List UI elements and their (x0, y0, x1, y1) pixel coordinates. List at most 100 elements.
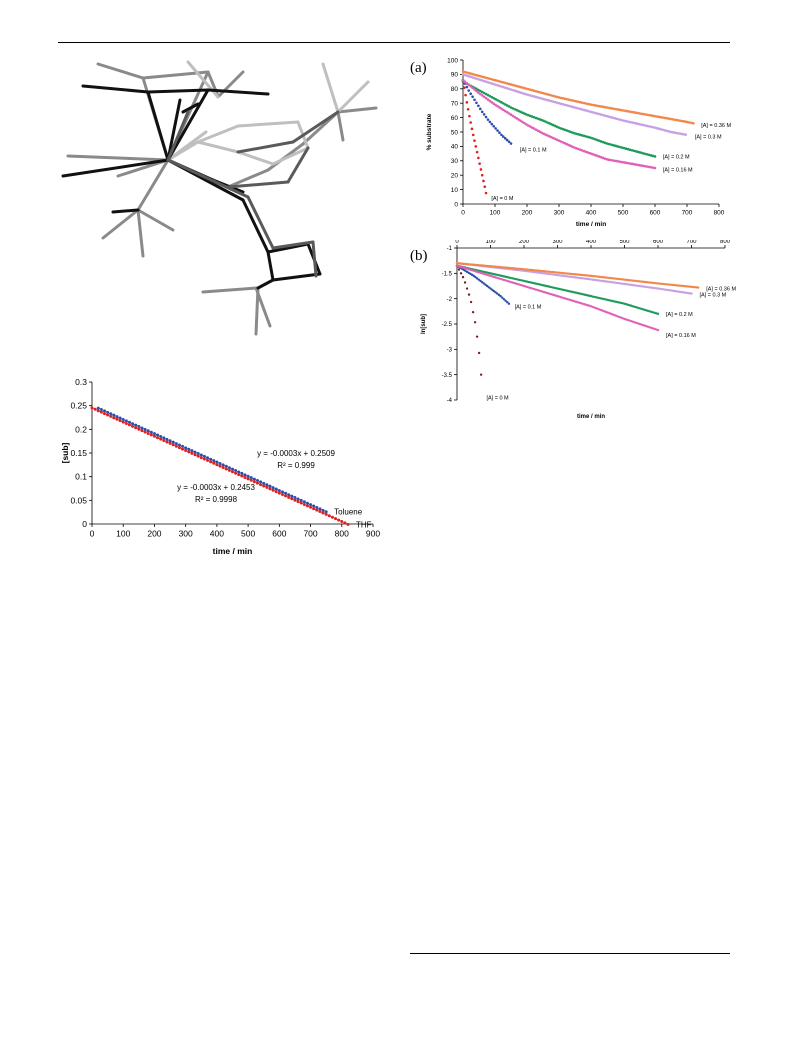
data-point-0.16 (525, 123, 528, 126)
data-point-toluene (206, 456, 210, 460)
data-point-toluene (146, 429, 150, 433)
series-label-thf: THF (356, 520, 372, 529)
data-point-0.16 (646, 165, 649, 168)
data-point-0.36 (665, 116, 668, 120)
data-point-0.1 (502, 135, 505, 138)
data-point-thf (234, 471, 238, 475)
data-point-0.1 (500, 133, 503, 137)
series-label: [A] = 0.3 M (695, 134, 722, 140)
data-point-thf (124, 422, 128, 426)
data-point-toluene (140, 426, 144, 430)
ln-sub-chart: 0 100 200 300 400 500 600 700 800 -1 -1.5 -2 -2.5 -3 -… (421, 240, 736, 420)
data-point-0.36 (642, 112, 645, 116)
data-point-toluene (287, 493, 291, 497)
data-point-0.36 (680, 119, 684, 123)
data-point-0.16 (519, 119, 522, 123)
data-point-0.16 (507, 112, 511, 115)
data-point-toluene (255, 479, 259, 483)
data-point-toluene (262, 481, 266, 485)
data-point-0.16 (477, 91, 480, 94)
data-point-toluene (202, 454, 206, 458)
data-point-0.36 (599, 105, 603, 108)
x-tick-label: 200 (522, 210, 533, 217)
data-point-0.16 (517, 118, 520, 121)
series-label: [A] = 0.2 M (666, 312, 693, 318)
data-point-0.1 (507, 140, 511, 144)
data-point-0.16 (619, 160, 622, 164)
data-point-thf (109, 414, 113, 418)
data-point-toluene (127, 420, 131, 424)
series-label: [A] = 0.1 M (520, 147, 547, 153)
data-point-toluene (190, 449, 194, 453)
data-point-thf (199, 456, 203, 460)
series-label: [A] = 0 M (486, 395, 509, 401)
x-axis-label: time / min (576, 221, 606, 228)
data-point-thf (118, 419, 122, 423)
data-point-toluene (209, 457, 213, 461)
data-point-thf (121, 420, 125, 424)
data-point-0.36 (621, 108, 624, 112)
data-point-0.1 (471, 95, 474, 99)
data-point-thf (137, 427, 141, 431)
data-point-thf (99, 410, 103, 414)
data-point-0.16 (523, 121, 526, 125)
data-point-thf (318, 510, 322, 514)
data-point-0.1 (485, 284, 489, 288)
data-point-thf (231, 470, 234, 474)
data-point-0.2 (496, 98, 499, 102)
data-point-0.16 (502, 108, 505, 112)
data-point-0.1 (501, 296, 504, 299)
y-tick-label: -3 (447, 347, 453, 353)
x-tick-label: 100 (490, 210, 501, 217)
data-point-toluene (156, 433, 160, 437)
data-point-toluene (321, 508, 325, 512)
data-point-toluene (137, 425, 141, 429)
data-point-toluene (196, 452, 200, 456)
data-point-0 (480, 173, 484, 177)
data-point-toluene (280, 490, 284, 494)
data-point-0.16 (536, 129, 540, 132)
data-point-0.16 (500, 107, 503, 110)
x-tick-label: 700 (686, 240, 697, 245)
x-tick-label: 500 (618, 210, 629, 217)
x-tick-label: 100 (116, 529, 130, 539)
y-tick-label: 70 (451, 100, 459, 107)
data-point-0 (477, 351, 481, 355)
data-point-0.1 (482, 282, 485, 285)
data-point-toluene (315, 505, 319, 509)
x-axis-label: time / min (213, 546, 253, 556)
data-point-0 (465, 287, 469, 290)
data-point-0.16 (642, 164, 645, 168)
data-point-0.16 (626, 161, 630, 165)
data-point-0.1 (506, 301, 509, 304)
data-point-thf (224, 467, 228, 471)
x-tick-label: 0 (455, 240, 459, 245)
data-point-thf (237, 473, 241, 477)
data-point-0.36 (674, 118, 678, 122)
data-point-0.2 (477, 88, 480, 92)
data-point-thf (277, 491, 281, 495)
thf-r2-label: R² = 0.9998 (195, 495, 238, 504)
data-point-thf (249, 478, 253, 482)
data-point-0.16 (492, 102, 496, 106)
data-point-0.16 (632, 162, 636, 166)
data-point-0.1 (478, 107, 482, 111)
series-label: [A] = 0.36 M (706, 287, 736, 293)
data-point-toluene (312, 504, 316, 508)
data-point-0 (482, 179, 485, 183)
data-point-thf (190, 451, 194, 455)
data-point-0.1 (492, 124, 496, 128)
data-point-0.36 (678, 119, 682, 122)
data-point-0.2 (478, 89, 482, 93)
data-point-0.16 (628, 162, 632, 165)
data-point-0.1 (496, 129, 499, 132)
data-point-thf (181, 447, 185, 451)
data-point-0.16 (653, 166, 657, 170)
data-point-0.1 (482, 113, 486, 116)
data-point-thf (262, 484, 266, 488)
data-point-0.36 (647, 113, 651, 117)
data-point-0.1 (477, 278, 480, 281)
data-point-toluene (246, 474, 250, 478)
data-point-thf (221, 466, 225, 470)
data-point-0.36 (653, 114, 657, 118)
